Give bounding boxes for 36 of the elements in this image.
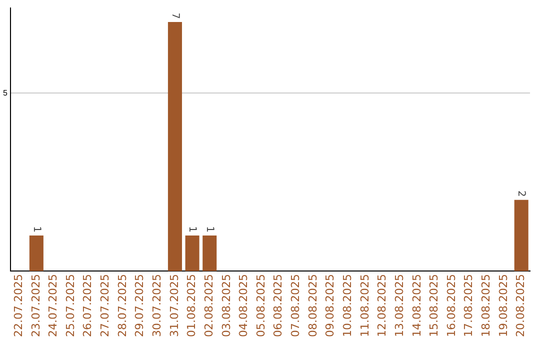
y-tick-label: 5 bbox=[2, 88, 8, 98]
x-tick-label: 29.07.2025 bbox=[133, 274, 146, 338]
x-tick-label: 31.07.2025 bbox=[168, 274, 181, 338]
x-tick-label: 03.08.2025 bbox=[220, 274, 233, 338]
x-tick-label: 05.08.2025 bbox=[254, 274, 268, 338]
x-tick-label: 07.08.2025 bbox=[289, 274, 302, 338]
x-tick-label: 10.08.2025 bbox=[341, 274, 354, 338]
x-tick-label: 14.08.2025 bbox=[410, 274, 424, 338]
data-label: 1 bbox=[204, 226, 216, 232]
x-tick-label: 20.08.2025 bbox=[514, 274, 528, 338]
x-tick-label: 16.08.2025 bbox=[444, 274, 458, 338]
x-tick-label: 09.08.2025 bbox=[324, 274, 337, 338]
x-tick-label: 28.07.2025 bbox=[116, 274, 129, 338]
x-tick-label: 01.08.2025 bbox=[185, 274, 198, 338]
x-tick-label: 08.08.2025 bbox=[306, 274, 320, 338]
x-tick-label: 23.07.2025 bbox=[29, 274, 42, 338]
x-tick-label: 18.08.2025 bbox=[480, 274, 493, 338]
x-tick-label: 02.08.2025 bbox=[202, 274, 216, 338]
x-tick-label: 11.08.2025 bbox=[358, 274, 372, 338]
x-tick-label: 25.07.2025 bbox=[64, 274, 77, 338]
x-tick-label: 06.08.2025 bbox=[272, 274, 285, 338]
x-tick-label: 17.08.2025 bbox=[462, 274, 476, 338]
x-tick-label: 15.08.2025 bbox=[428, 274, 441, 338]
data-label: 2 bbox=[516, 190, 527, 197]
x-tick-label: 22.07.2025 bbox=[12, 274, 25, 338]
x-tick-label: 13.08.2025 bbox=[392, 274, 406, 338]
x-tick-label: 24.07.2025 bbox=[46, 274, 60, 338]
x-tick-label: 26.07.2025 bbox=[81, 274, 94, 338]
data-label: 1 bbox=[186, 226, 198, 232]
x-tick-label: 19.08.2025 bbox=[496, 274, 510, 338]
data-label: 7 bbox=[169, 12, 180, 20]
x-tick-label: 12.08.2025 bbox=[376, 274, 389, 338]
x-tick-label: 04.08.2025 bbox=[237, 274, 250, 338]
x-tick-label: 27.07.2025 bbox=[98, 274, 112, 338]
data-label: 1 bbox=[30, 226, 42, 232]
x-tick-label: 30.07.2025 bbox=[150, 274, 164, 338]
